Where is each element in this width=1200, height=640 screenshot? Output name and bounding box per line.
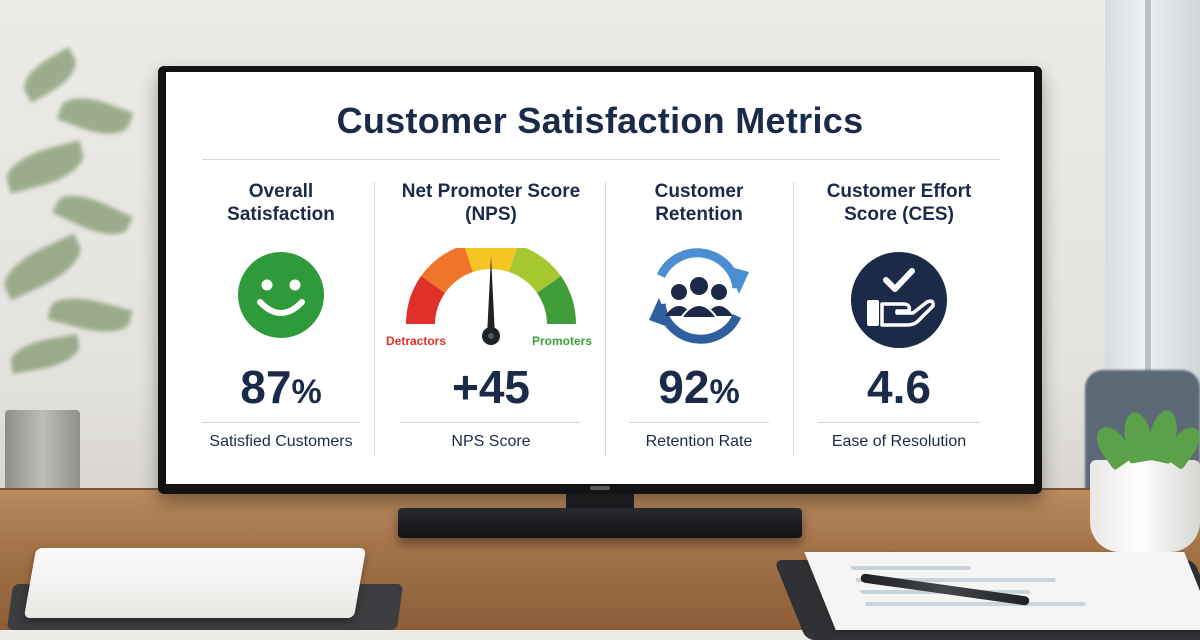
metric-caption: Retention Rate [645,433,753,450]
tv-screen: Customer Satisfaction Metrics Overall Sa… [166,72,1034,484]
metric-caption: Satisfied Customers [209,433,353,450]
smiley-face-icon [196,250,366,360]
column-divider [793,182,794,456]
notebook [23,548,367,618]
succulent-pot [1090,460,1200,552]
metric-card-nps: Net Promoter Score (NPS) Detractors Prom… [384,180,598,462]
paper-sheet [804,552,1200,630]
column-divider [605,182,606,456]
metric-caption: Ease of Resolution [831,433,967,450]
metric-title: Customer Effort Score (CES) [826,181,972,225]
background-pot [5,410,80,495]
value-divider [202,422,360,423]
tv-logo [590,486,610,490]
metric-card-retention: Customer Retention 92% Retention Rate [613,180,785,462]
metric-value: 87% [240,361,322,413]
hand-checkmark-icon [802,250,996,360]
metric-card-ces: Customer Effort Score (CES) 4.6 Ease of … [802,180,996,462]
gauge-promoters-label: Promoters [531,334,592,348]
metric-title: Overall Satisfaction [227,181,335,225]
value-divider [818,422,980,423]
metric-title: Customer Retention [654,181,744,225]
column-divider [374,182,375,456]
dashboard-title: Customer Satisfaction Metrics [336,100,864,141]
gauge-detractors-label: Detractors [386,334,447,348]
metric-value: 4.6 [867,361,931,413]
metric-caption: NPS Score [451,433,531,450]
metric-value: +45 [451,361,531,413]
value-divider [400,422,580,423]
gauge-icon [384,248,598,358]
tv-stand-base [398,508,802,538]
value-divider [629,422,769,423]
title-divider [202,159,1000,160]
metric-title: Net Promoter Score (NPS) [401,181,581,225]
retention-cycle-icon [613,242,785,352]
background-plant [0,40,150,440]
metric-value: 92% [658,361,740,413]
metric-card-satisfaction: Overall Satisfaction 87% Satisfied Custo… [196,180,366,462]
